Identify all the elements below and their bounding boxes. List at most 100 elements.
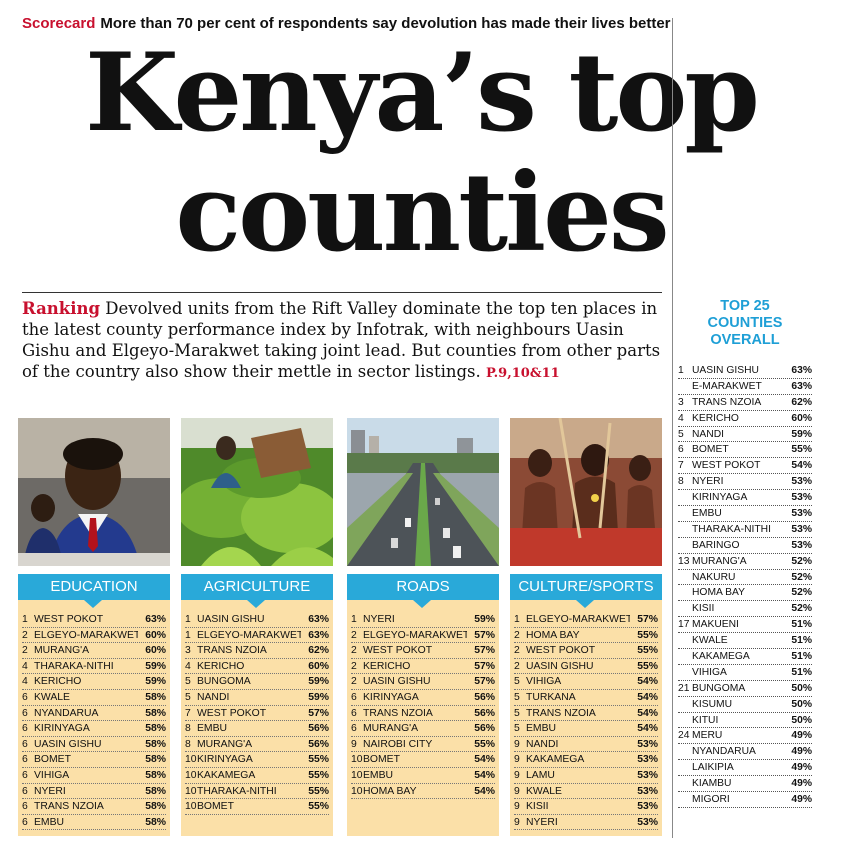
percent-value: 63%: [145, 614, 166, 625]
list-item: KWALE 51%: [678, 633, 812, 650]
rank-label: 1: [185, 614, 191, 625]
list-item: 6 KIRINYAGA 56%: [351, 690, 495, 706]
list-item: 21 BUNGOMA 50%: [678, 681, 812, 697]
rank-label: 2: [514, 629, 520, 641]
list-item: 6 MURANG'A 56%: [351, 721, 495, 737]
county-name: KIRINYAGA: [34, 723, 90, 735]
percent-value: 53%: [791, 539, 812, 551]
rank-label: 9: [514, 754, 520, 766]
rank-label: 6: [22, 707, 28, 719]
list-item: NAKURU 52%: [678, 570, 812, 586]
county-name: NYERI: [34, 785, 66, 797]
percent-value: 63%: [791, 380, 812, 392]
county-name: KERICHO: [363, 660, 411, 672]
rank-label: 9: [514, 785, 520, 797]
percent-value: 54%: [637, 723, 658, 735]
rank-label: 10: [185, 785, 197, 797]
percent-value: 55%: [308, 801, 329, 813]
rank-label: 6: [22, 769, 28, 781]
rank-label: 8: [678, 476, 684, 488]
list-item: 6 NYANDARUA 58%: [22, 706, 166, 722]
list-item: 5 TURKANA 54%: [514, 690, 658, 706]
top25-title-line1: TOP 25: [720, 298, 770, 314]
percent-value: 58%: [145, 723, 166, 735]
county-name: MURANG'A: [197, 738, 253, 750]
rank-label: 6: [22, 754, 28, 766]
list-item: 6 TRANS NZOIA 56%: [351, 706, 495, 722]
rank-label: 10: [351, 769, 363, 781]
percent-value: 58%: [145, 707, 166, 719]
list-item: HOMA BAY 52%: [678, 585, 812, 602]
percent-value: 55%: [308, 785, 329, 797]
county-name: KAKAMEGA: [526, 754, 585, 766]
rank-label: 1: [22, 614, 28, 625]
list-item: 2 ELGEYO-MARAKWET 57%: [351, 628, 495, 644]
rank-label: 9: [514, 769, 520, 781]
rank-label: [678, 760, 692, 775]
list-item: 6 BOMET 58%: [22, 752, 166, 768]
county-name: HOMA BAY: [363, 785, 417, 797]
rank-label: [678, 649, 692, 664]
list-item: 24 MERU 49%: [678, 728, 812, 745]
rank-label: [678, 633, 692, 648]
percent-value: 53%: [791, 492, 812, 504]
rank-label: 6: [351, 723, 357, 735]
rank-label: 4: [22, 660, 28, 672]
county-name: KITUI: [692, 714, 719, 726]
list-item: BARINGO 53%: [678, 538, 812, 554]
rank-label: 4: [185, 660, 191, 672]
percent-value: 52%: [791, 555, 812, 567]
county-name: UASIN GISHU: [363, 676, 431, 688]
rank-label: [678, 538, 692, 553]
rank-label: 2: [514, 645, 520, 657]
rank-label: [678, 665, 692, 680]
county-name: KWALE: [692, 635, 728, 647]
list-item: 6 KWALE 58%: [22, 690, 166, 706]
percent-value: 59%: [145, 660, 166, 672]
county-name: KIRINYAGA: [197, 754, 253, 766]
list-item: 9 NYERI 53%: [514, 815, 658, 831]
list-item: 5 VIHIGA 54%: [514, 674, 658, 690]
headline-line1: Kenya’s top: [85, 30, 760, 156]
percent-value: 55%: [637, 660, 658, 672]
list-item: E-MARAKWET 63%: [678, 379, 812, 395]
kicker-tag: Scorecard: [22, 15, 96, 32]
county-name: MERU: [692, 730, 723, 742]
rank-label: 2: [351, 676, 357, 688]
percent-value: 58%: [145, 801, 166, 813]
agriculture-header: AGRICULTURE: [181, 574, 333, 608]
list-item: 13 MURANG'A 52%: [678, 554, 812, 570]
percent-value: 58%: [145, 691, 166, 703]
list-item: 10 BOMET 54%: [351, 752, 495, 768]
rank-label: 5: [514, 707, 520, 719]
percent-value: 54%: [637, 707, 658, 719]
list-item: 1 ELGEYO-MARAKWET 57%: [514, 612, 658, 628]
list-item: 10 BOMET 55%: [185, 799, 329, 815]
list-item: 7 WEST POKOT 54%: [678, 458, 812, 475]
percent-value: 60%: [308, 660, 329, 672]
rank-label: 2: [351, 660, 357, 672]
culture-sports-column: CULTURE/SPORTS 1 ELGEYO-MARAKWET 57% 2 HOMA …: [510, 418, 662, 836]
county-name: BOMET: [692, 444, 729, 456]
rank-label: 5: [514, 691, 520, 703]
county-name: MURANG'A: [363, 723, 419, 735]
percent-value: 55%: [308, 754, 329, 766]
county-name: KAKAMEGA: [197, 769, 256, 781]
percent-value: 56%: [308, 738, 329, 750]
rank-label: 2: [351, 645, 357, 657]
county-name: LAMU: [526, 769, 555, 781]
list-item: 1 UASIN GISHU 63%: [185, 612, 329, 628]
top25-title-line2: COUNTIES: [707, 315, 783, 331]
percent-value: 54%: [637, 676, 658, 688]
list-item: 5 BUNGOMA 59%: [185, 674, 329, 690]
county-name: BARINGO: [692, 539, 740, 551]
list-item: KAKAMEGA 51%: [678, 649, 812, 665]
agriculture-list: 1 UASIN GISHU 63% 1 ELGEYO-MARAKWET 63% 3 TRANS…: [181, 600, 333, 836]
percent-value: 58%: [145, 754, 166, 766]
list-item: 5 TRANS NZOIA 54%: [514, 706, 658, 722]
list-item: 4 KERICHO 60%: [678, 411, 812, 427]
percent-value: 58%: [145, 785, 166, 797]
list-item: KISUMU 50%: [678, 697, 812, 713]
county-name: NYERI: [692, 476, 724, 488]
rank-label: 7: [678, 460, 684, 472]
